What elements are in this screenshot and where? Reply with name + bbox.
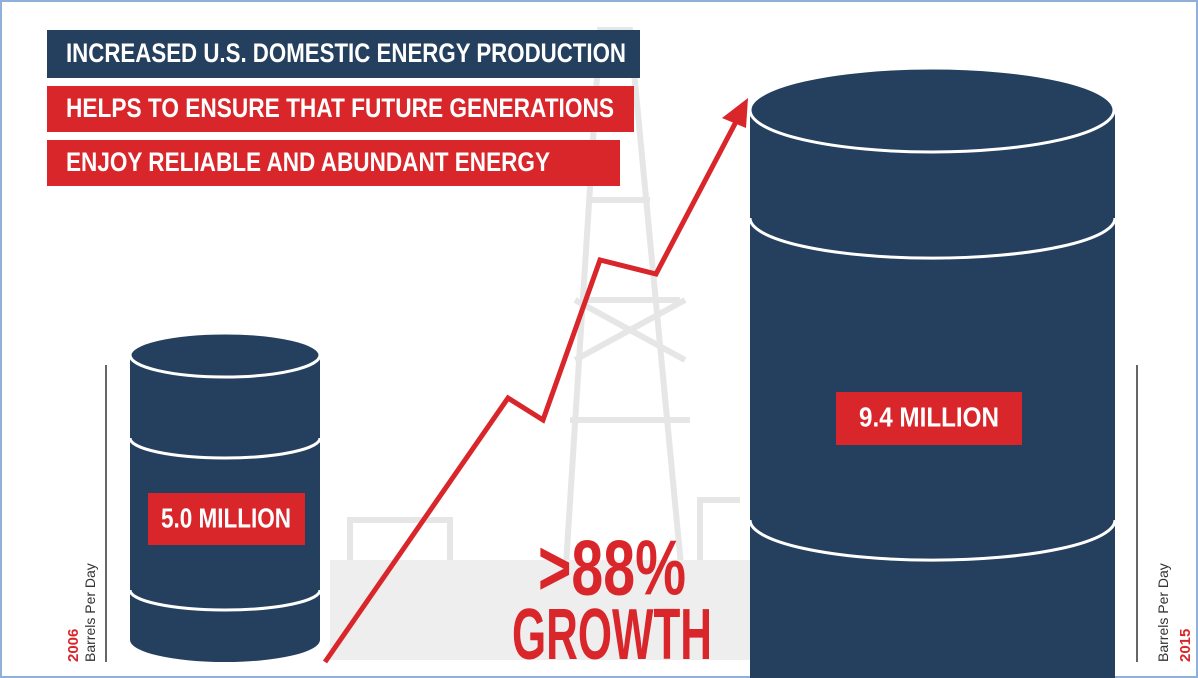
- header-line: ENJOY RELIABLE AND ABUNDANT ENERGY: [66, 147, 550, 177]
- barrel-label: 9.4 MILLION: [859, 401, 999, 432]
- growth-label: GROWTH: [512, 595, 712, 675]
- arrow-head: [722, 98, 748, 128]
- year-label: 2015: [1177, 629, 1194, 662]
- unit-label: Barrels Per Day: [82, 563, 98, 662]
- growth-arrow: [322, 116, 741, 664]
- header-box: [47, 30, 640, 78]
- year-label: 2006: [65, 629, 82, 662]
- label-box: [148, 493, 305, 545]
- label-box: [836, 392, 1022, 445]
- unit-label: Barrels Per Day: [1155, 563, 1171, 662]
- barrel-label: 5.0 MILLION: [161, 502, 291, 533]
- header-line: HELPS TO ENSURE THAT FUTURE GENERATIONS: [66, 93, 614, 123]
- header-box: [47, 86, 634, 132]
- growth-percent: >88%: [538, 524, 686, 612]
- derrick-watermark: [330, 27, 750, 661]
- header-line: INCREASED U.S. DOMESTIC ENERGY PRODUCTIO…: [66, 38, 626, 68]
- header-box: [47, 140, 620, 186]
- barrel-2015: [748, 66, 1117, 678]
